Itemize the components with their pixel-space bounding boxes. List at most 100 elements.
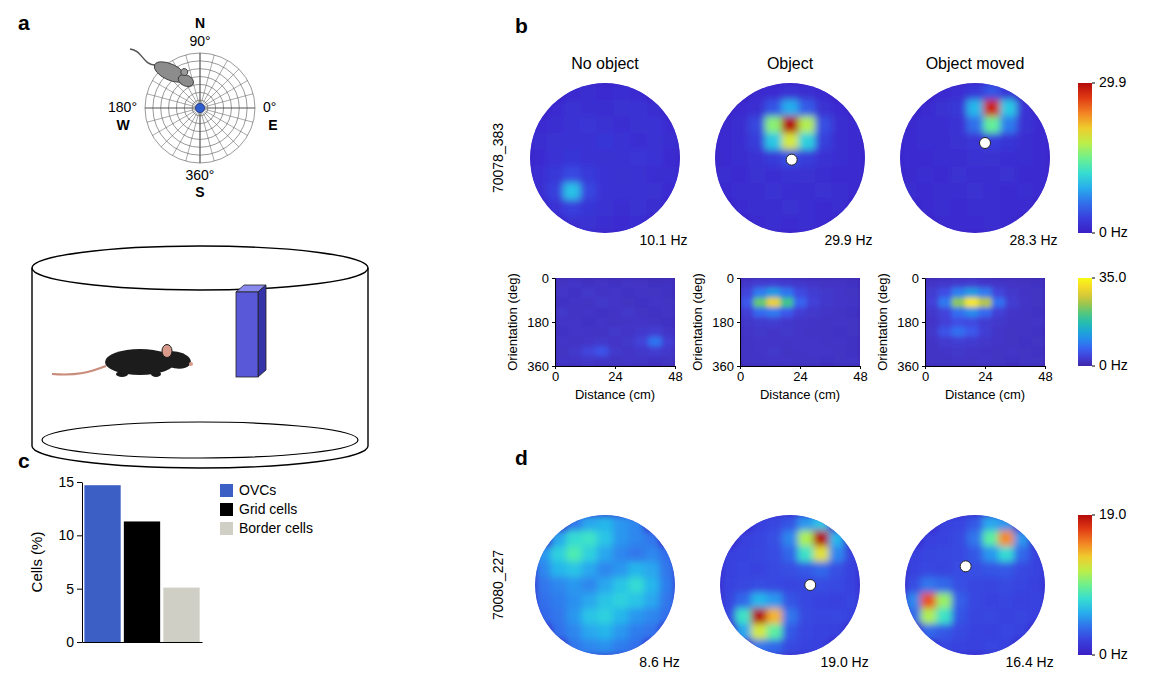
cell <box>582 515 598 531</box>
cell <box>748 150 765 167</box>
arena-floor <box>530 83 680 233</box>
cell <box>807 337 821 347</box>
cell <box>551 562 567 578</box>
cell <box>952 356 966 366</box>
cell <box>597 216 614 233</box>
cell <box>662 356 675 366</box>
cell <box>547 100 564 117</box>
cell <box>815 183 832 200</box>
tick: 24 <box>608 366 622 384</box>
compass-direction: S <box>195 184 204 200</box>
cell <box>608 288 622 298</box>
cell <box>983 100 1000 117</box>
cell <box>659 562 675 578</box>
cell <box>597 183 614 200</box>
cell <box>998 515 1014 531</box>
cell <box>555 307 569 317</box>
cell <box>847 346 860 356</box>
cell <box>936 515 952 531</box>
cell <box>628 531 644 547</box>
colorbar-label: 29.9 <box>1099 74 1126 90</box>
cell <box>978 307 992 317</box>
cell <box>1000 150 1017 167</box>
cell <box>952 346 966 356</box>
legend-swatch <box>220 503 233 516</box>
cell <box>950 100 967 117</box>
orientation-map: 018036002448Orientation (deg)Distance (c… <box>690 271 868 402</box>
cell <box>751 639 767 655</box>
cell <box>813 515 829 531</box>
cell <box>793 307 807 317</box>
cell <box>644 593 660 609</box>
cell <box>952 608 968 624</box>
cell <box>965 307 979 317</box>
cell <box>832 116 849 133</box>
cell <box>740 337 754 347</box>
cell <box>833 298 847 308</box>
compass-direction: W <box>116 117 130 133</box>
cell <box>648 327 662 337</box>
cell <box>1000 216 1017 233</box>
cell <box>1033 116 1050 133</box>
colorbar-label: 0 Hz <box>1099 357 1128 373</box>
cell <box>983 531 999 547</box>
cell <box>813 546 829 562</box>
cell <box>829 624 845 640</box>
cell <box>933 183 950 200</box>
compass-mouse <box>125 44 198 90</box>
cell <box>780 327 794 337</box>
cell <box>938 356 952 366</box>
tick-label: 0 <box>737 369 744 384</box>
cell <box>547 166 564 183</box>
tick: 360 <box>897 359 925 374</box>
cell <box>648 337 662 347</box>
compass-spoke <box>200 108 248 136</box>
cell <box>832 133 849 150</box>
row-label: 70080_227 <box>490 550 506 620</box>
cell <box>820 288 834 298</box>
cell <box>998 577 1014 593</box>
cell <box>978 288 992 298</box>
cell <box>555 327 569 337</box>
mouse-ear <box>180 67 189 76</box>
cell <box>597 515 613 531</box>
cell <box>1014 608 1030 624</box>
colorbar-tick <box>1092 366 1095 367</box>
cell <box>663 183 680 200</box>
cell <box>613 83 630 100</box>
cell <box>1005 317 1019 327</box>
cell <box>551 624 567 640</box>
cell <box>635 346 649 356</box>
cell <box>1005 356 1019 366</box>
compass-spoke <box>200 94 253 108</box>
cell <box>582 346 596 356</box>
cell <box>613 216 630 233</box>
cell <box>597 593 613 609</box>
cell <box>952 577 968 593</box>
cell <box>736 624 752 640</box>
cell <box>566 562 582 578</box>
cells <box>740 278 860 366</box>
cell <box>848 116 865 133</box>
compass-spoke <box>145 107 200 108</box>
colorbar: 35.00 Hz <box>1078 269 1128 373</box>
cell <box>767 307 781 317</box>
cell <box>832 183 849 200</box>
cell <box>597 608 613 624</box>
cell <box>580 100 597 117</box>
cell <box>992 298 1006 308</box>
cell <box>933 166 950 183</box>
arena-cylinder <box>32 246 368 468</box>
cell <box>782 608 798 624</box>
colorbar-label: 19.0 <box>1099 506 1126 522</box>
cell <box>793 356 807 366</box>
cell <box>732 200 749 217</box>
cell <box>613 608 629 624</box>
cell <box>659 608 675 624</box>
compass <box>145 53 255 163</box>
cell <box>967 577 983 593</box>
colorbar-label: 0 Hz <box>1099 646 1128 662</box>
cell <box>967 216 984 233</box>
cell <box>847 337 860 347</box>
cell <box>815 166 832 183</box>
